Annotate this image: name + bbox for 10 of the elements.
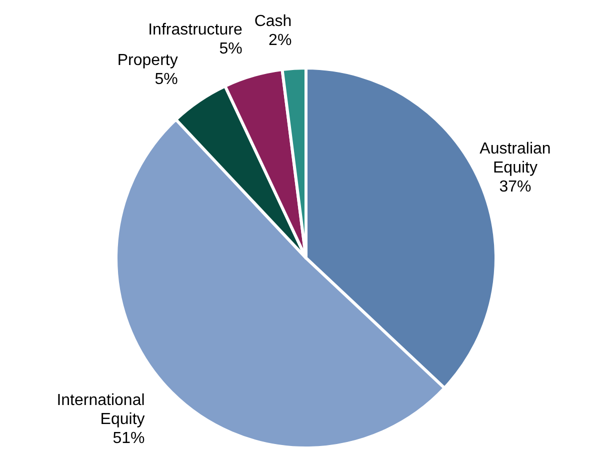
slice-label: Property: [117, 52, 178, 69]
slice-label: Australian Equity: [480, 140, 551, 176]
data-label: 5%: [219, 40, 242, 58]
data-label: 2%: [268, 32, 292, 49]
data-label: 37%: [499, 178, 532, 196]
slice-label: Cash: [254, 12, 292, 30]
slice-label: International Equity: [56, 392, 145, 428]
data-label: 5%: [154, 70, 178, 88]
data-label: 51%: [112, 430, 145, 448]
slice-label: Infrastructure: [148, 22, 242, 39]
